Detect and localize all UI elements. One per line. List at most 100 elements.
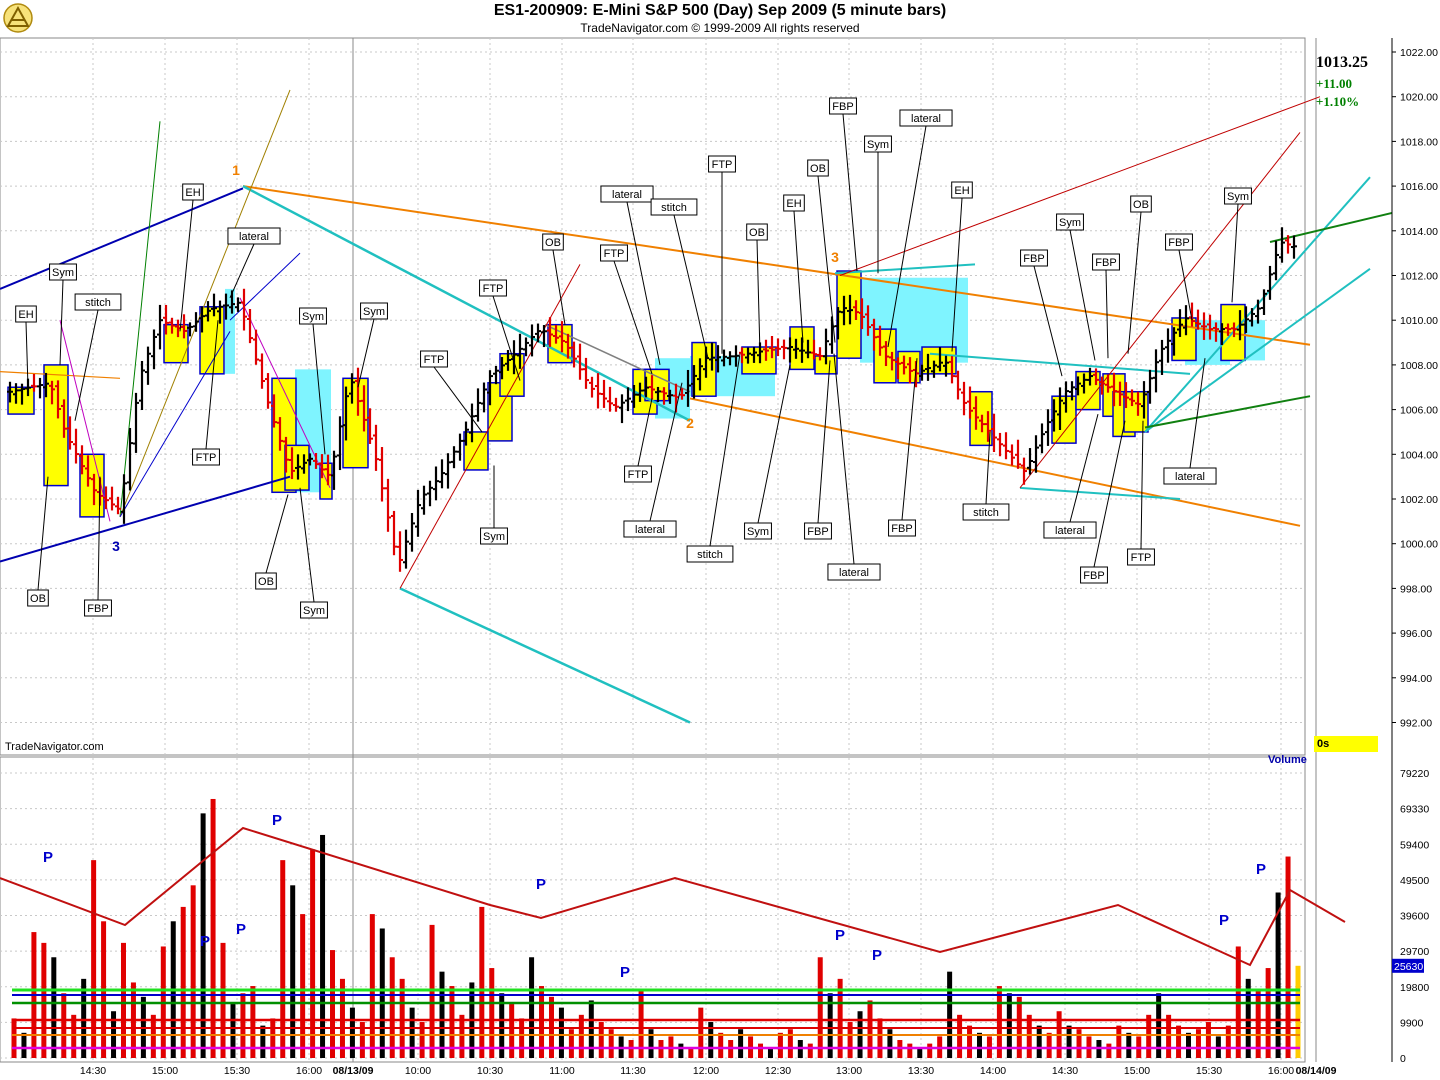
- volume-last-value: 25630: [1394, 961, 1423, 973]
- volume-bar: [1106, 1043, 1112, 1058]
- volume-bar: [996, 986, 1002, 1058]
- time-tick-label: 15:00: [1124, 1065, 1150, 1077]
- annotation-arrow: [1033, 265, 1063, 377]
- annotation-labels: EH Sym stitch OB FBP EH lateral FTP Sym Sym OB Sym S…: [15, 97, 1252, 619]
- annotation-box: [827, 563, 881, 581]
- annotation-arrow: [709, 353, 741, 547]
- annotation-label: Sym: [363, 306, 385, 318]
- time-tick-label: 15:00: [152, 1065, 178, 1077]
- volume-bar: [698, 1007, 704, 1058]
- pivot-label: P: [1256, 861, 1266, 878]
- volume-bar: [529, 957, 535, 1058]
- annotation-arrow: [793, 210, 804, 343]
- price-tick-label: 1020.00: [1400, 92, 1438, 104]
- volume-bar: [200, 813, 206, 1058]
- annotation-box: [192, 448, 220, 466]
- trendline: [242, 184, 691, 422]
- annotation-arrow: [1069, 413, 1099, 523]
- annotation-label: FTP: [424, 354, 445, 366]
- annotation-label: Sym: [1227, 191, 1249, 203]
- annotation-label: FTP: [628, 469, 649, 481]
- chart-title: ES1-200909: E-Mini S&P 500 (Day) Sep 200…: [493, 2, 947, 19]
- price-tick-label: 1018.00: [1400, 136, 1438, 148]
- pivot-label: P: [272, 812, 282, 829]
- time-tick-label: 16:00: [1268, 1065, 1294, 1077]
- annotation-box: [300, 601, 328, 619]
- annotation-box: [962, 503, 1010, 521]
- annotation-label: lateral: [612, 189, 642, 201]
- volume-bar: [807, 1043, 813, 1058]
- percent-change: +1.10%: [1316, 94, 1360, 109]
- volume-bar: [399, 978, 405, 1058]
- annotation-arrow: [756, 239, 761, 354]
- volume-bar: [648, 1029, 654, 1058]
- annotation-label: OB: [545, 237, 561, 249]
- volume-bar: [41, 942, 47, 1058]
- annotation-box: [888, 519, 916, 537]
- annotation-arrow: [1178, 249, 1193, 321]
- annotation-label: Sym: [483, 531, 505, 543]
- volume-bar: [558, 1007, 564, 1058]
- volume-bar: [1265, 968, 1271, 1058]
- time-tick-label: 15:30: [1196, 1065, 1222, 1077]
- annotation-arrow: [1093, 420, 1126, 568]
- annotation-arrow: [1069, 229, 1096, 361]
- annotation-box: [74, 293, 122, 311]
- annotation-arrow: [37, 476, 49, 591]
- volume-bar: [51, 957, 57, 1058]
- annotation-label: FBP: [832, 101, 853, 113]
- annotation-label: lateral: [839, 567, 869, 579]
- volume-bar: [180, 906, 186, 1058]
- annotation-arrow: [842, 113, 858, 272]
- volume-bar: [608, 1029, 614, 1058]
- annotation-arrow: [613, 260, 653, 374]
- time-tick-label: 11:00: [549, 1065, 575, 1077]
- volume-bar: [11, 1018, 17, 1058]
- volume-bar: [71, 1014, 77, 1058]
- price-tick-label: 998.00: [1400, 583, 1432, 595]
- pivot-label: P: [536, 876, 546, 893]
- volume-bar: [349, 1007, 355, 1058]
- volume-tick-label: 79220: [1400, 768, 1429, 780]
- volume-bar: [61, 993, 67, 1058]
- annotation-arrow: [433, 366, 483, 433]
- price-tick-label: 1000.00: [1400, 539, 1438, 551]
- annotation-box: [807, 159, 829, 177]
- annotation-label: OB: [258, 576, 274, 588]
- annotation-label: FBP: [1083, 570, 1104, 582]
- time-tick-label: 11:30: [620, 1065, 646, 1077]
- chart-subtitle: TradeNavigator.com © 1999-2009 All right…: [580, 21, 860, 35]
- volume-bar: [1166, 1014, 1172, 1058]
- annotation-box: [479, 279, 507, 297]
- volume-bar: [1046, 1032, 1052, 1058]
- annotation-box: [480, 527, 508, 545]
- trendline: [59, 320, 111, 522]
- volume-bar: [767, 1047, 773, 1058]
- volume-tick-label: 69330: [1400, 804, 1429, 816]
- volume-bar: [787, 1029, 793, 1058]
- annotation-arrow: [97, 476, 101, 601]
- annotation-label: lateral: [635, 524, 665, 536]
- annotation-label: FBP: [891, 523, 912, 535]
- annotation-label: Sym: [303, 605, 325, 617]
- annotation-label: FTP: [196, 452, 217, 464]
- annotation-box: [624, 465, 652, 483]
- volume-bar: [419, 1022, 425, 1058]
- annotation-box: [360, 302, 388, 320]
- volume-tick-label: 49500: [1400, 875, 1429, 887]
- annotation-box: [182, 183, 204, 201]
- annotation-arrow: [626, 201, 661, 365]
- highlight-box: [463, 431, 489, 471]
- volume-bar: [1026, 1014, 1032, 1058]
- annotation-box: [600, 244, 628, 262]
- wave-label: 3: [831, 249, 839, 265]
- pivot-label: P: [835, 927, 845, 944]
- annotation-label: stitch: [85, 297, 111, 309]
- trendline: [242, 185, 1311, 346]
- volume-bar: [459, 1014, 465, 1058]
- annotation-box: [27, 589, 49, 607]
- volume-bar: [300, 914, 306, 1058]
- annotation-arrow: [312, 323, 326, 455]
- trendline: [119, 331, 231, 518]
